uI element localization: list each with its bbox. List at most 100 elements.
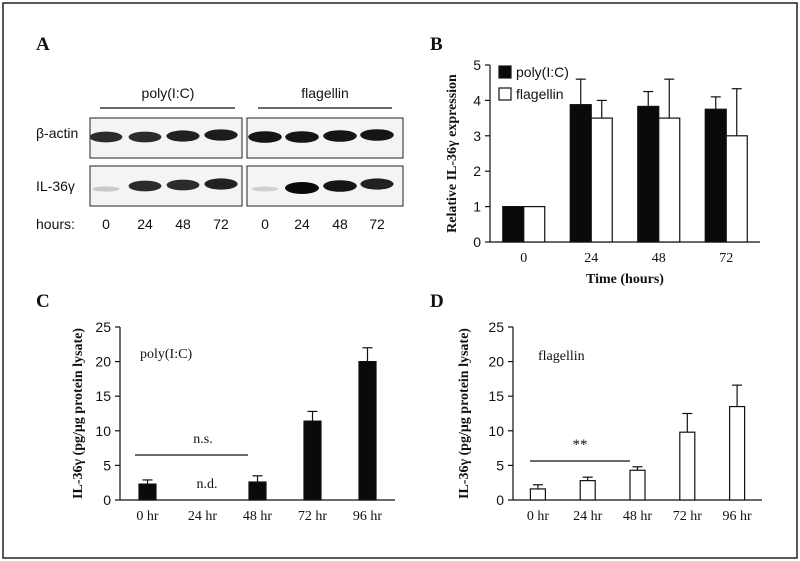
blot-band-beta-actin (166, 130, 200, 142)
blot-band-il36g (323, 180, 357, 192)
blot-band-il36g (92, 186, 120, 192)
y-tick-label: 2 (473, 163, 481, 179)
blot-group-label-flagellin: flagellin (301, 85, 348, 101)
bar-poly-i-c- (637, 105, 660, 243)
y-tick-label: 5 (496, 457, 504, 473)
y-tick-label: 25 (488, 319, 504, 335)
bar-flagellin (523, 206, 546, 243)
bar-poly-i-c- (358, 361, 377, 501)
blot-band-il36g (285, 182, 319, 194)
blot-band-il36g (204, 178, 238, 190)
bar-flagellin (725, 135, 748, 243)
x-tick-label: 96 hr (353, 509, 383, 524)
blot-band-il36g (360, 178, 394, 190)
bar-flagellin (590, 117, 613, 243)
y-tick-label: 3 (473, 128, 481, 144)
bar-flagellin (658, 117, 681, 243)
panel-d-inset-label: flagellin (538, 349, 585, 364)
x-tick-label: 72 hr (298, 509, 328, 524)
chart-d: 0 5 10 15 20 25 IL-36γ (pg/μg protein lysate) 0… (457, 319, 762, 524)
bar-poly-i-c- (303, 420, 322, 501)
blot-band-beta-actin (360, 129, 394, 141)
y-tick-label: 5 (473, 57, 481, 73)
y-tick-label: 0 (473, 234, 481, 250)
blot-band-beta-actin (89, 131, 123, 143)
y-tick-label: 10 (488, 423, 504, 439)
legend-label: flagellin (516, 86, 563, 102)
panel-c-label: C (36, 291, 50, 312)
y-tick-label: 0 (496, 492, 504, 508)
chart-c: 0 5 10 15 20 25 IL-36γ (pg/μg protein lysate) 0… (71, 319, 395, 524)
blot-band-beta-actin (204, 129, 238, 141)
panel-c-nd-label: n.d. (197, 477, 218, 492)
blot-band-il36g (251, 186, 279, 192)
blot-hour-label: 72 (213, 216, 229, 232)
bar-poly-i-c- (704, 108, 727, 243)
x-tick-label: 24 hr (573, 509, 603, 524)
blot-bands (89, 129, 394, 194)
x-tick-label: 0 (520, 251, 527, 266)
y-axis-label: IL-36γ (pg/μg protein lysate) (457, 328, 472, 499)
blot-hour-label: 48 (175, 216, 191, 232)
blot-hour-label: 48 (332, 216, 348, 232)
x-tick-label: 48 (652, 251, 666, 266)
blot-band-beta-actin (323, 130, 357, 142)
y-tick-label: 5 (103, 457, 111, 473)
blot-band-beta-actin (248, 131, 282, 143)
y-tick-label: 15 (95, 388, 111, 404)
blot-hour-label: 0 (261, 216, 269, 232)
y-tick-label: 20 (95, 354, 111, 370)
x-tick-label: 0 hr (136, 509, 159, 524)
blot-row-label-il36g: IL-36γ (36, 178, 75, 194)
blot-band-il36g (128, 180, 162, 192)
y-tick-label: 25 (95, 319, 111, 335)
y-axis-label: IL-36γ (pg/μg protein lysate) (71, 328, 86, 499)
legend-label: poly(I:C) (516, 64, 569, 80)
y-tick-label: 0 (103, 492, 111, 508)
x-tick-label: 96 hr (723, 509, 753, 524)
panel-d-label: D (430, 291, 444, 312)
x-tick-label: 48 hr (623, 509, 653, 524)
bar-flagellin (728, 405, 746, 501)
blot-hour-label: 24 (137, 216, 153, 232)
bar-poly-i-c- (138, 483, 157, 501)
bar-poly-i-c- (569, 104, 592, 243)
blot-band-beta-actin (128, 131, 162, 143)
y-tick-label: 4 (473, 92, 481, 108)
x-tick-label: 24 (584, 251, 598, 266)
panel-a-label: A (36, 34, 50, 55)
panel-c-significance-label: n.s. (193, 432, 212, 447)
y-axis-label: Relative IL-36γ expression (445, 74, 460, 233)
panel-d-significance-label: ** (573, 437, 588, 453)
bar-poly-i-c- (502, 206, 525, 243)
bar-flagellin (529, 488, 547, 501)
y-tick-label: 10 (95, 423, 111, 439)
bar-flagellin (629, 469, 646, 501)
panel-c-inset-label: poly(I:C) (140, 347, 192, 362)
blot-hour-label: 0 (102, 216, 110, 232)
blot-band-beta-actin (285, 131, 319, 143)
panel-a-western-blot: A poly(I:C) flagellin β-actin IL-36γ hou… (36, 34, 404, 232)
x-tick-label: 0 hr (527, 509, 550, 524)
blot-hour-label: 24 (294, 216, 310, 232)
x-tick-label: 24 hr (188, 509, 218, 524)
y-tick-label: 20 (488, 354, 504, 370)
blot-row-label-beta-actin: β-actin (36, 125, 78, 141)
panel-b-label: B (430, 34, 443, 55)
x-tick-label: 72 (719, 251, 733, 266)
blot-hour-label: 72 (369, 216, 385, 232)
legend-swatch (498, 65, 512, 79)
chart-b: 0 1 2 3 4 5 Relative IL-36γ expression Time (ho… (445, 57, 760, 287)
blot-group-label-polyic: poly(I:C) (142, 85, 195, 101)
blot-band-il36g (166, 179, 200, 191)
x-axis-label: Time (hours) (586, 272, 664, 287)
x-tick-label: 72 hr (673, 509, 703, 524)
bar-flagellin (679, 431, 696, 501)
bar-flagellin (579, 480, 596, 501)
legend-swatch (498, 87, 512, 101)
y-tick-label: 1 (473, 199, 481, 215)
blot-hours-label: hours: (36, 216, 75, 232)
y-tick-label: 15 (488, 388, 504, 404)
